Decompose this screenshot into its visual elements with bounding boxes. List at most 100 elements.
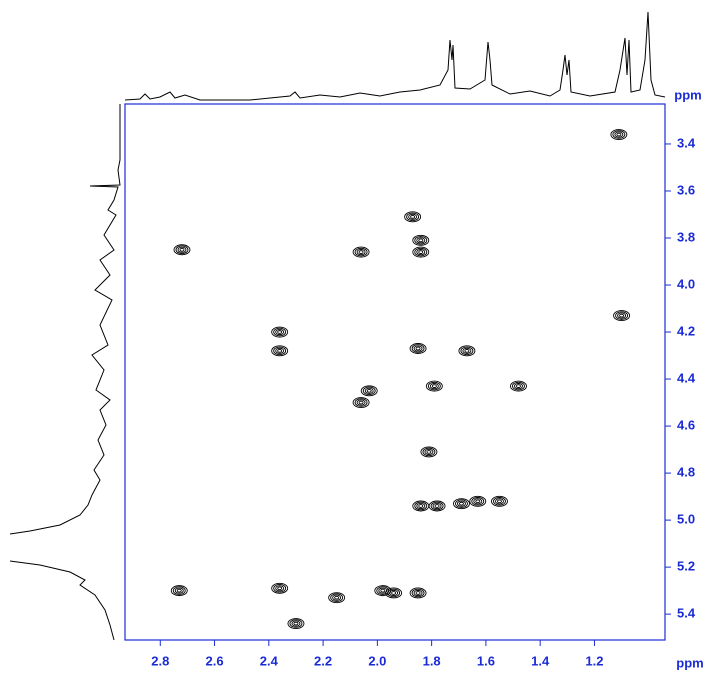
contour-ring	[455, 499, 468, 508]
y-tick-label: 4.4	[677, 370, 696, 385]
contour-ring	[428, 500, 446, 512]
contour-ring	[422, 447, 436, 457]
contour-ring	[619, 313, 625, 318]
contour-ring	[291, 620, 301, 627]
contour-ring	[385, 587, 403, 599]
y-tick-label: 5.0	[677, 512, 695, 527]
cross-peak	[412, 500, 430, 512]
contour-ring	[510, 380, 527, 392]
cross-peak	[613, 310, 631, 322]
x-tick-label: 1.2	[585, 653, 603, 668]
y-tick-label: 4.2	[677, 323, 695, 338]
x-tick-label: 2.2	[314, 653, 332, 668]
cross-peak	[453, 498, 470, 510]
top-projection	[124, 11, 666, 101]
x-tick-label: 1.8	[423, 653, 441, 668]
contour-ring	[457, 500, 466, 507]
contour-ring	[175, 245, 189, 255]
contour-ring	[354, 247, 368, 257]
contour-ring	[411, 588, 425, 598]
contour-ring	[453, 498, 470, 510]
contour-ring	[420, 446, 438, 458]
contour-ring	[391, 591, 397, 595]
cross-peak	[271, 345, 289, 357]
contour-ring	[334, 595, 340, 600]
contour-ring	[328, 592, 346, 604]
cross-peak	[412, 246, 430, 258]
cross-peak	[352, 246, 370, 258]
plot-frame	[124, 103, 666, 641]
cross-peak	[271, 582, 289, 594]
contour-ring	[424, 448, 434, 455]
contour-ring	[460, 346, 474, 356]
contour-ring	[366, 388, 372, 393]
contour-ring	[404, 211, 422, 223]
contour-ring	[380, 588, 386, 593]
contour-ring	[429, 383, 439, 390]
contour-ring	[332, 594, 342, 601]
contour-ring	[434, 504, 440, 508]
contour-ring	[427, 381, 441, 391]
x-axis-label: ppm	[676, 655, 703, 670]
contour-ring	[497, 499, 502, 504]
contour-ring	[277, 586, 283, 591]
y-tick-label: 4.8	[677, 465, 695, 480]
cross-peak	[287, 618, 305, 629]
contour-ring	[277, 348, 283, 353]
y-tick-label: 5.4	[677, 606, 696, 621]
contour-ring	[615, 311, 629, 320]
contour-ring	[430, 501, 444, 511]
cross-peak	[409, 587, 427, 599]
cross-peak	[271, 326, 289, 338]
contour-ring	[493, 497, 506, 506]
cross-peak	[352, 397, 370, 409]
contour-ring	[614, 131, 624, 138]
contour-ring	[616, 132, 622, 137]
contour-ring	[415, 591, 421, 595]
contour-ring	[387, 588, 401, 598]
x-tick-label: 1.6	[477, 653, 495, 668]
contour-ring	[491, 495, 508, 507]
contour-ring	[358, 250, 364, 254]
contour-ring	[352, 397, 370, 409]
contour-ring	[356, 249, 366, 256]
contour-ring	[464, 348, 470, 353]
contour-ring	[173, 244, 191, 256]
contour-ring	[512, 381, 525, 391]
contour-ring	[413, 345, 423, 352]
contour-ring	[409, 343, 427, 354]
cross-peak	[428, 500, 446, 512]
contour-ring	[411, 344, 425, 353]
contour-ring	[289, 619, 303, 628]
contour-ring	[412, 234, 430, 246]
contour-ring	[475, 499, 481, 504]
contour-ring	[170, 585, 188, 597]
contour-ring	[273, 584, 287, 593]
contour-ring	[516, 384, 521, 388]
contour-ring	[431, 384, 437, 388]
contour-ring	[416, 237, 426, 244]
contour-ring	[414, 501, 428, 511]
contour-ring	[362, 386, 376, 396]
contour-ring	[426, 450, 432, 454]
cross-peak	[491, 495, 508, 507]
cross-peak	[328, 592, 346, 604]
cross-peak	[173, 244, 191, 256]
cross-peak	[610, 129, 628, 141]
cross-peak	[420, 446, 438, 458]
contour-ring	[409, 587, 427, 599]
contour-ring	[415, 346, 421, 351]
x-tick-label: 2.8	[151, 653, 169, 668]
contour-ring	[458, 345, 476, 357]
y-tick-label: 3.4	[677, 135, 696, 150]
contour-ring	[358, 400, 364, 405]
x-tick-label: 2.4	[260, 653, 279, 668]
contour-ring	[275, 585, 285, 592]
left-projection	[9, 104, 121, 535]
contour-ring	[277, 330, 283, 334]
contour-ring	[418, 504, 424, 508]
contour-ring	[176, 588, 182, 593]
contour-ring	[416, 502, 426, 510]
y-tick-label: 4.6	[677, 418, 695, 433]
